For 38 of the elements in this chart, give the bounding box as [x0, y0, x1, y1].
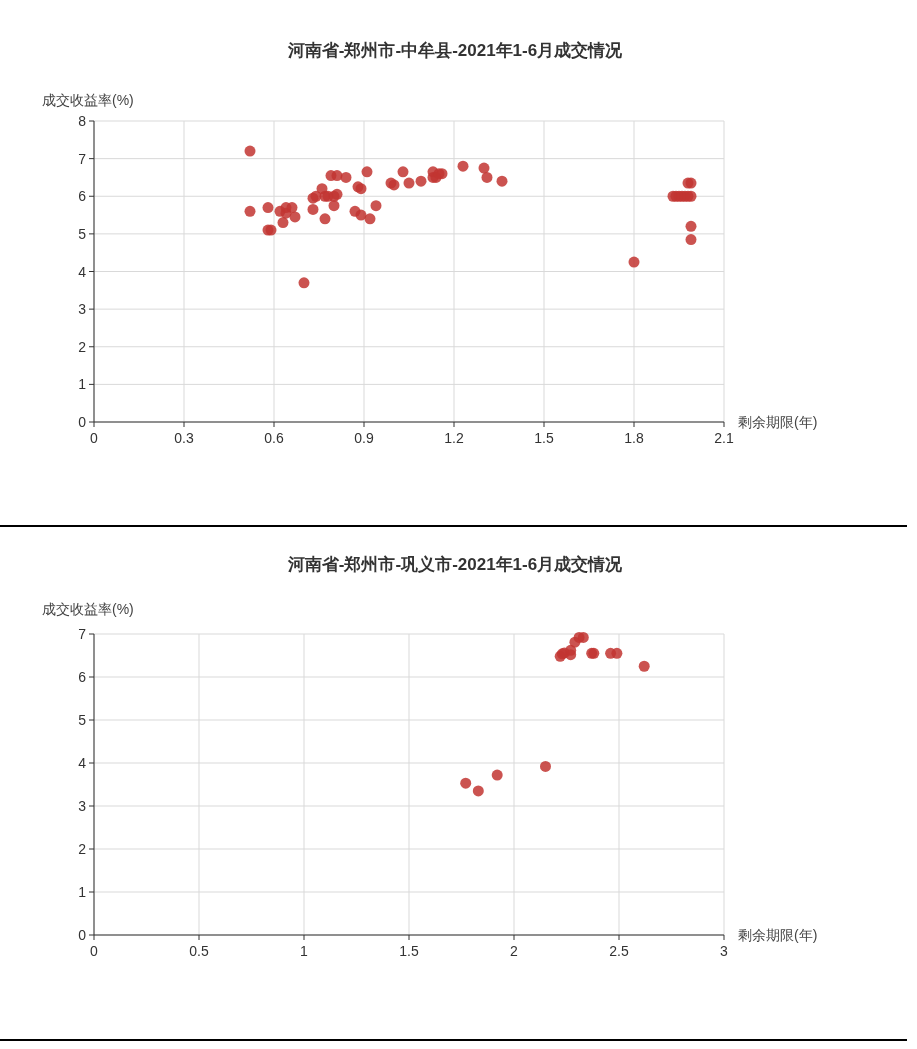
- y-tick-label: 0: [78, 414, 87, 430]
- chart-title: 河南省-郑州市-中牟县-2021年1-6月成交情况: [286, 40, 624, 60]
- x-tick-label: 2.1: [714, 430, 734, 446]
- y-tick-label: 4: [78, 755, 87, 771]
- x-tick-label: 0.5: [189, 943, 209, 959]
- y-tick-label: 6: [78, 188, 87, 205]
- x-tick-label: 0: [90, 430, 99, 446]
- y-tick-label: 1: [78, 376, 87, 393]
- x-tick-label: 1.8: [624, 430, 644, 446]
- x-tick-label: 0.3: [174, 430, 194, 446]
- y-tick-label: 0: [78, 927, 87, 943]
- x-tick-label: 0.6: [264, 430, 284, 446]
- y-tick-label: 2: [78, 841, 87, 857]
- x-axis-title: 剩余期限(年): [738, 927, 818, 943]
- x-tick-label: 2: [510, 943, 519, 959]
- y-tick-label: 1: [78, 884, 87, 900]
- y-tick-label: 7: [78, 150, 87, 167]
- x-tick-label: 1.5: [399, 943, 419, 959]
- x-tick-label: 1.5: [534, 430, 554, 446]
- y-tick-label: 5: [78, 712, 87, 728]
- y-tick-label: 5: [78, 225, 87, 242]
- y-tick-label: 7: [78, 626, 87, 642]
- x-tick-label: 1: [300, 943, 309, 959]
- x-tick-label: 0: [90, 943, 99, 959]
- x-tick-label: 1.2: [444, 430, 464, 446]
- x-axis-title: 剩余期限(年): [738, 414, 818, 430]
- y-tick-label: 3: [78, 301, 87, 318]
- y-axis-title: 成交收益率(%): [42, 601, 134, 617]
- y-tick-label: 8: [78, 113, 87, 129]
- y-tick-label: 3: [78, 798, 87, 814]
- x-tick-label: 2.5: [609, 943, 629, 959]
- x-tick-label: 0.9: [354, 430, 374, 446]
- x-tick-label: 3: [720, 943, 729, 959]
- chart-title: 河南省-郑州市-巩义市-2021年1-6月成交情况: [286, 554, 624, 574]
- y-tick-label: 4: [78, 263, 87, 280]
- y-tick-label: 6: [78, 669, 87, 685]
- y-axis-title: 成交收益率(%): [42, 92, 134, 108]
- y-tick-label: 2: [78, 338, 87, 355]
